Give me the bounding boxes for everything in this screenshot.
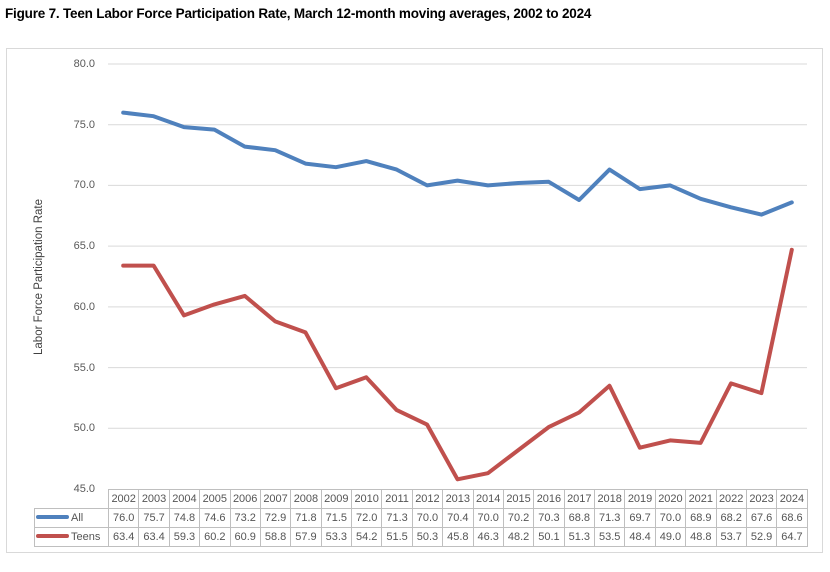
year-header-cell: 2019 xyxy=(624,489,656,509)
plot-area xyxy=(108,63,807,482)
value-cell: 51.5 xyxy=(381,527,413,548)
year-header-cell: 2007 xyxy=(259,489,292,509)
value-cell: 70.3 xyxy=(533,507,565,529)
value-cell: 50.1 xyxy=(533,527,565,548)
value-cell: 50.3 xyxy=(411,527,444,548)
series-line-teens xyxy=(121,247,794,482)
value-cell: 68.8 xyxy=(563,507,596,529)
legend-cell-teens: Teens xyxy=(34,527,109,548)
value-cell: 70.4 xyxy=(442,507,474,529)
series-row-all: All 76.0 75.7 74.8 74.6 73.2 72.9 71.8 71.5 72.0 7… xyxy=(34,507,808,529)
value-cell: 53.3 xyxy=(320,527,353,548)
value-cell: 71.8 xyxy=(290,507,322,529)
year-header-cell: 2017 xyxy=(563,489,596,509)
value-cell: 68.9 xyxy=(685,507,717,529)
year-header-cell: 2010 xyxy=(350,489,383,509)
legend-line-swatch xyxy=(36,534,69,539)
value-cell: 54.2 xyxy=(350,527,383,548)
year-header-cell: 2018 xyxy=(593,489,626,509)
year-header-cell: 2004 xyxy=(168,489,201,509)
legend-line-swatch xyxy=(36,515,69,520)
y-axis-title: Labor Force Participation Rate xyxy=(33,199,45,355)
value-cell: 69.7 xyxy=(624,507,656,529)
year-header-cell: 2009 xyxy=(320,489,353,509)
year-header-cell: 2016 xyxy=(533,489,565,509)
value-cell: 48.4 xyxy=(624,527,656,548)
value-cell: 60.2 xyxy=(199,527,231,548)
figure-title: Figure 7. Teen Labor Force Participation… xyxy=(5,6,592,21)
series-line-all xyxy=(121,110,794,217)
value-cell: 45.8 xyxy=(442,527,474,548)
value-cell: 73.2 xyxy=(229,507,261,529)
value-cell: 64.7 xyxy=(776,527,808,548)
value-cell: 70.0 xyxy=(472,507,504,529)
year-header-cell: 2003 xyxy=(138,489,170,509)
value-cell: 46.3 xyxy=(472,527,504,548)
value-cell: 49.0 xyxy=(654,527,687,548)
year-header-cell: 2023 xyxy=(745,489,778,509)
year-header-cell: 2013 xyxy=(442,489,474,509)
value-cell: 68.6 xyxy=(776,507,808,529)
value-cell: 70.0 xyxy=(654,507,687,529)
value-cell: 71.3 xyxy=(381,507,413,529)
value-cell: 51.3 xyxy=(563,527,596,548)
value-cell: 72.0 xyxy=(350,507,383,529)
value-cell: 71.3 xyxy=(593,507,626,529)
year-header-cell: 2006 xyxy=(229,489,261,509)
year-header-cell: 2008 xyxy=(290,489,322,509)
year-header-cell: 2022 xyxy=(715,489,747,509)
year-header-cell: 2024 xyxy=(776,489,808,509)
value-cell: 48.2 xyxy=(502,527,535,548)
value-cell: 52.9 xyxy=(745,527,778,548)
value-cell: 58.8 xyxy=(259,527,292,548)
value-cell: 53.5 xyxy=(593,527,626,548)
legend-label: Teens xyxy=(71,531,101,544)
value-cell: 74.6 xyxy=(199,507,231,529)
value-cell: 72.9 xyxy=(259,507,292,529)
year-header-cell: 2002 xyxy=(107,489,140,509)
year-header-cell: 2020 xyxy=(654,489,687,509)
value-cell: 70.2 xyxy=(502,507,535,529)
data-table: 2002 2003 2004 2005 2006 2007 2008 2009 2010 2011… xyxy=(34,489,808,548)
year-header-cell: 2011 xyxy=(381,489,413,509)
value-cell: 67.6 xyxy=(745,507,778,529)
year-header-cell: 2015 xyxy=(502,489,535,509)
value-cell: 60.9 xyxy=(229,527,261,548)
value-cell: 59.3 xyxy=(168,527,201,548)
table-corner-cell xyxy=(35,490,109,509)
value-cell: 63.4 xyxy=(138,527,170,548)
value-cell: 71.5 xyxy=(320,507,353,529)
value-cell: 70.0 xyxy=(411,507,444,529)
chart-frame: Labor Force Participation Rate 80.0 75.0 7… xyxy=(6,48,823,553)
series-row-teens: Teens 63.4 63.4 59.3 60.2 60.9 58.8 57.9 53.3 54.… xyxy=(34,527,808,548)
value-cell: 53.7 xyxy=(715,527,747,548)
year-header-cell: 2005 xyxy=(199,489,231,509)
value-cell: 68.2 xyxy=(715,507,747,529)
value-cell: 48.8 xyxy=(685,527,717,548)
year-header-cell: 2014 xyxy=(472,489,504,509)
value-cell: 63.4 xyxy=(107,527,140,548)
year-header-row: 2002 2003 2004 2005 2006 2007 2008 2009 2010 2011… xyxy=(35,489,808,509)
year-header-cell: 2021 xyxy=(685,489,717,509)
legend-label: All xyxy=(71,512,84,525)
value-cell: 75.7 xyxy=(138,507,170,529)
value-cell: 57.9 xyxy=(290,527,322,548)
year-header-cell: 2012 xyxy=(411,489,444,509)
legend-cell-all: All xyxy=(34,507,109,529)
value-cell: 76.0 xyxy=(107,507,140,529)
value-cell: 74.8 xyxy=(168,507,201,529)
